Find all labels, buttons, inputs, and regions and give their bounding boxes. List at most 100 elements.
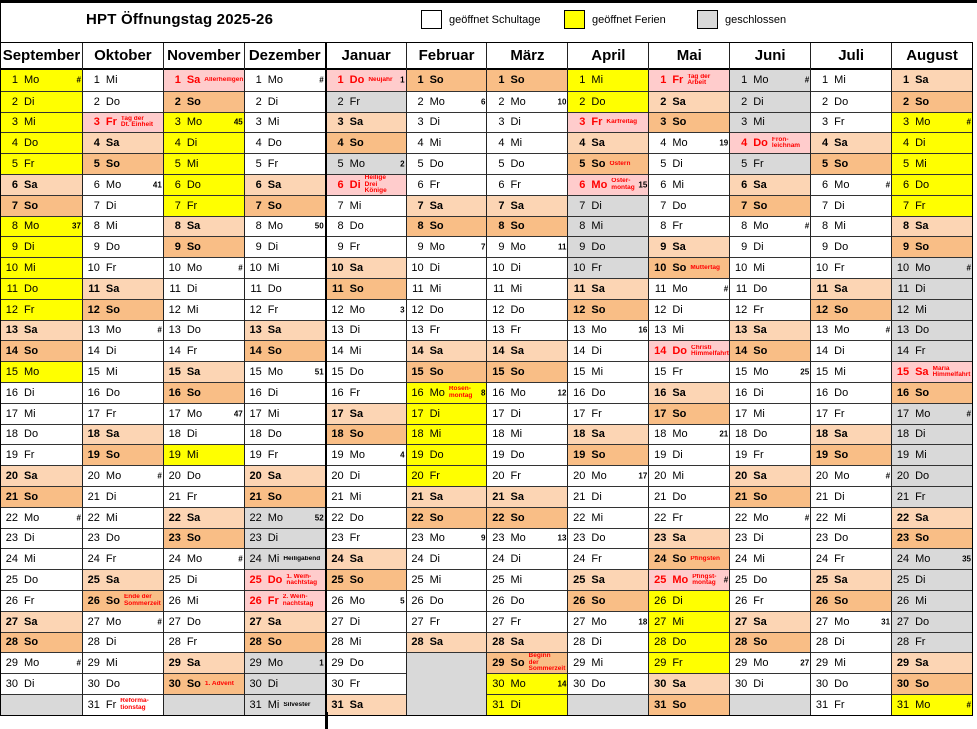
day-cell: 9 Mo 7 — [406, 236, 487, 258]
day-cell: 16 Do — [568, 381, 649, 403]
day-cell: 27 Do — [163, 610, 244, 632]
day-cell: 1 Sa — [892, 70, 972, 91]
day-cell: 23 Mo 13 — [487, 527, 568, 549]
day-number: 6 — [93, 178, 100, 191]
day-cell: 9 Do — [82, 236, 163, 258]
day-cell: 17 Mi — [730, 402, 811, 424]
day-number: 18 — [5, 428, 18, 441]
month-column-mai: Mai 1 Fr Tag der Arbeit 2 Sa 3 So 4 Mo 19 5 Di 6 Mi 7 Do… — [648, 43, 730, 715]
day-number: 21 — [5, 490, 18, 503]
day-number: 30 — [492, 678, 505, 690]
day-number: 4 — [579, 137, 586, 150]
day-cell: 5 So — [82, 153, 163, 174]
day-number: 31 — [331, 698, 344, 711]
day-number: 17 — [492, 407, 505, 420]
weekday-label: So — [429, 220, 444, 233]
day-cell: 15 So — [406, 361, 487, 382]
day-cell: 5 Mi — [892, 153, 972, 174]
weekday-label: So — [267, 490, 282, 503]
day-cell: 30 Di — [730, 673, 811, 694]
week-number: 16 — [638, 325, 648, 335]
weekday-label: Mi — [753, 407, 765, 420]
weekday-label: Di — [915, 137, 926, 150]
day-number: 21 — [411, 490, 424, 503]
weekday-label: Mo — [672, 137, 688, 150]
day-number: 21 — [492, 490, 505, 503]
weekday-label: Sa — [349, 553, 364, 566]
day-cell: 17 Sa — [326, 402, 406, 424]
weekday-label: So — [672, 407, 687, 420]
day-cell: 19 Do — [487, 444, 568, 466]
day-number: 28 — [411, 636, 424, 649]
day-number: 15 — [573, 366, 586, 379]
weekday-label: Sa — [591, 282, 605, 295]
weekday-label: Do — [349, 74, 365, 87]
day-number: 18 — [411, 428, 424, 441]
holiday-note: 2. Weih-nachtstag — [282, 594, 314, 607]
weekday-label: Mo — [429, 241, 445, 254]
day-cell: 24 Di — [406, 548, 487, 570]
day-number: 13 — [734, 324, 748, 337]
weekday-label: Do — [672, 636, 687, 649]
weekday-label: Di — [429, 553, 440, 566]
weekday-label: Do — [24, 282, 39, 295]
week-number: 37 — [72, 221, 81, 231]
weekday-label: Mi — [672, 615, 684, 628]
day-cell: 12 Mi — [892, 298, 972, 320]
day-number: 3 — [902, 116, 910, 129]
week-number: 3 — [400, 305, 405, 315]
day-cell: 28 So — [244, 631, 325, 653]
weekday-label: Fr — [672, 511, 683, 524]
day-cell: 3 Mi — [1, 111, 82, 133]
holiday-note: Fron-leichnam — [771, 136, 801, 150]
day-number: 16 — [411, 386, 424, 399]
day-number: 22 — [734, 511, 748, 524]
day-cell: 2 Di — [730, 90, 811, 112]
day-cell: 29 Mi — [568, 652, 649, 674]
week-number: # — [157, 471, 162, 481]
weekday-label: So — [24, 490, 39, 503]
weekday-label: So — [267, 636, 282, 649]
day-number: 11 — [654, 282, 667, 295]
day-cell: 3 Fr Tag der Dt. Einheit — [82, 111, 163, 133]
week-number: 25 — [800, 367, 810, 377]
day-number: 1 — [93, 74, 100, 87]
day-number: 7 — [417, 199, 424, 212]
day-number: 15 — [411, 366, 424, 379]
weekday-label: Fr — [591, 262, 602, 275]
day-cell: 23 Do — [82, 527, 163, 549]
week-number: # — [76, 513, 81, 523]
weekday-label: Mi — [672, 324, 684, 337]
weekday-label: Do — [753, 282, 768, 295]
day-number: 17 — [5, 407, 18, 420]
weekday-label: Do — [753, 428, 768, 441]
day-cell: 8 Do — [326, 215, 406, 237]
day-cell: 12 Do — [406, 298, 487, 320]
day-number: 20 — [168, 470, 181, 483]
day-number: 4 — [255, 137, 262, 150]
day-cell: 29 So Beginn der Sommerzeit — [487, 652, 568, 674]
day-cell: 21 Di — [82, 485, 163, 507]
day-number: 13 — [896, 324, 910, 337]
weekday-label: Sa — [186, 366, 201, 379]
day-number: 10 — [573, 262, 586, 275]
day-cell: 30 Di — [1, 673, 82, 694]
weekday-label: Mi — [753, 116, 765, 129]
day-number: 30 — [573, 678, 586, 690]
day-cell: 25 Mo Pfingst-montag # — [649, 569, 730, 590]
day-number: 19 — [492, 449, 505, 462]
weekday-label: Fr — [267, 158, 279, 171]
weekday-label: Mo — [753, 657, 769, 670]
week-number: 6 — [481, 97, 486, 107]
day-cell: 31 Di — [487, 693, 568, 715]
day-cell: 23 Do — [811, 527, 892, 549]
day-number: 10 — [896, 262, 910, 275]
day-number: 29 — [654, 657, 667, 670]
day-cell: 7 Di — [568, 194, 649, 216]
day-cell: 21 Sa — [406, 485, 487, 507]
weekday-label: Fr — [834, 116, 845, 129]
weekday-label: Mo — [834, 324, 850, 337]
day-cell: 1 Sa Allerheiligen — [163, 70, 244, 91]
day-cell: 10 Sa — [326, 257, 406, 278]
legend-item-schultage: geöffnet Schultage — [421, 10, 541, 29]
